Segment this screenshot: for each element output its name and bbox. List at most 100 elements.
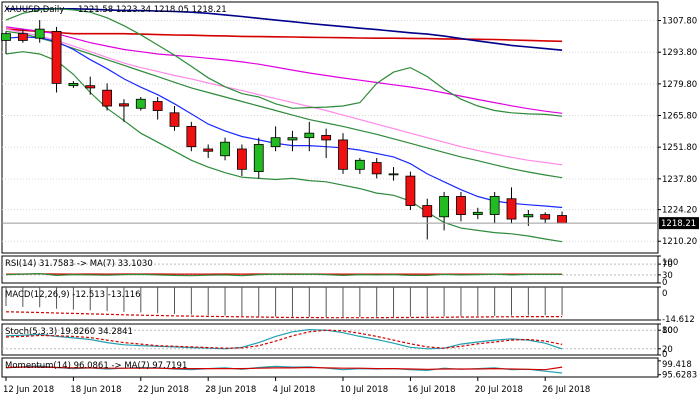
overlay-line-5: [5, 36, 563, 209]
bull-candle: [354, 159, 365, 170]
bear-candle: [540, 214, 551, 220]
bull-candle: [523, 214, 534, 218]
bear-candle: [85, 85, 96, 89]
moving-averages: [5, 8, 563, 243]
indicator-line-1: [5, 366, 563, 371]
price-grid: [2, 20, 658, 242]
overlay-line-6: [5, 8, 563, 117]
indicator-tick-label: 99.418: [662, 360, 692, 370]
panel-frame-3: [1, 357, 659, 378]
bull-candle: [472, 211, 483, 215]
bear-candle: [236, 148, 247, 170]
bear-candle: [557, 215, 567, 224]
bear-candle: [506, 198, 517, 220]
bull-candle: [489, 196, 500, 215]
bear-candle: [51, 30, 62, 84]
date-tick-label: 22 Jun 2018: [138, 385, 189, 395]
bear-candle: [203, 148, 214, 152]
overlay-line-1: [6, 8, 563, 51]
price-tick-label: 1251.80: [662, 143, 697, 153]
price-tick-label: 1279.80: [662, 80, 697, 90]
overlay-line-4: [5, 30, 563, 179]
indicator-label: Momentum(14) 96.0861 -> MA(7) 97.7191: [5, 361, 187, 371]
date-tick-label: 28 Jun 2018: [205, 385, 256, 395]
bear-candle: [338, 139, 348, 170]
last-price-badge: [659, 217, 699, 230]
price-tick-label: 1210.20: [662, 237, 697, 247]
bull-candle: [304, 132, 315, 139]
bear-candle: [17, 33, 28, 41]
overlay-line-0: [5, 28, 563, 43]
indicator-line-1: [5, 272, 563, 277]
bear-candle: [456, 196, 466, 215]
bull-candle: [287, 137, 298, 141]
overlay-line-3: [5, 28, 563, 166]
chart-title: XAUUSD,Daily: [4, 5, 64, 15]
date-axis: 12 Jun 2018 18 Jun 2018 22 Jun 2018 28 Jun …: [3, 377, 590, 395]
price-tick-label: 1237.80: [662, 175, 697, 185]
bull-candle: [135, 98, 146, 109]
date-tick-label: 10 Jul 2018: [340, 385, 388, 395]
bull-candle: [388, 173, 399, 176]
overlay-line-2: [5, 26, 563, 114]
indicator-tick-label: 0: [662, 289, 667, 299]
indicator-tick-label: 70: [662, 260, 673, 270]
price-axis: 1307.80 1293.80 1279.80 1265.80 1251.80 1237.…: [658, 17, 697, 247]
indicator-tick-label: 95.6283: [662, 371, 697, 381]
bear-candle: [405, 175, 416, 206]
date-tick-label: 12 Jun 2018: [3, 385, 54, 395]
date-tick-label: 16 Jul 2018: [407, 385, 455, 395]
indicator-line-0: [5, 328, 563, 350]
indicator-tick-label: 30: [662, 271, 673, 281]
bull-candle: [68, 83, 79, 87]
main-frame: [1, 1, 659, 254]
bear-candle: [119, 103, 129, 107]
panel-frame-1: [1, 286, 659, 321]
panel-frames: [1, 1, 659, 378]
price-tick-label: 1224.20: [662, 206, 697, 216]
bull-candle: [1, 33, 11, 41]
indicator-line-0: [5, 311, 563, 319]
bull-candle: [439, 196, 450, 218]
bear-candle: [371, 162, 382, 175]
candles: [1, 20, 567, 240]
indicator-tick-label: 0: [662, 278, 667, 288]
last-price-label: 1218.21: [661, 219, 696, 229]
indicator-label: Stoch(5,3,3) 19.8260 34.2841: [5, 327, 133, 337]
indicator-label: RSI(14) 31.7583 -> MA(7) 33.1030: [5, 259, 153, 269]
date-tick-label: 20 Jul 2018: [475, 385, 523, 395]
indicator-tick-label: 100: [662, 326, 678, 336]
bear-candle: [152, 101, 163, 111]
date-tick-label: 4 Jul 2018: [273, 385, 316, 395]
bear-candle: [102, 89, 112, 107]
date-tick-label: 26 Jul 2018: [542, 385, 590, 395]
indicator-panel-1: 0 -14.612 MACD(12,26,9) -12.513 -13.116: [5, 286, 695, 325]
indicator-tick-label: 100: [662, 258, 678, 268]
panel-frame-2: [1, 323, 659, 356]
date-tick-label: 18 Jun 2018: [70, 385, 121, 395]
bull-candle: [34, 28, 45, 39]
bear-candle: [169, 112, 180, 127]
price-tick-label: 1265.80: [662, 112, 697, 122]
bull-candle: [220, 141, 230, 157]
indicator-tick-label: -14.612: [662, 315, 695, 325]
ohlc-readout: 1221.58 1223.34 1218.05 1218.21: [78, 5, 227, 15]
overlay-line-7: [5, 51, 563, 243]
indicator-line-1: [5, 329, 563, 349]
bull-candle: [253, 144, 264, 172]
price-tick-label: 1293.80: [662, 48, 697, 58]
indicator-label: MACD(12,26,9) -12.513 -13.116: [5, 290, 141, 300]
bear-candle: [186, 125, 197, 148]
indicator-tick-label: 80: [662, 326, 673, 336]
bear-candle: [422, 205, 433, 218]
panel-frame-0: [1, 255, 659, 284]
price-tick-label: 1307.80: [662, 17, 697, 27]
bull-candle: [270, 137, 281, 148]
bear-candle: [321, 135, 332, 141]
